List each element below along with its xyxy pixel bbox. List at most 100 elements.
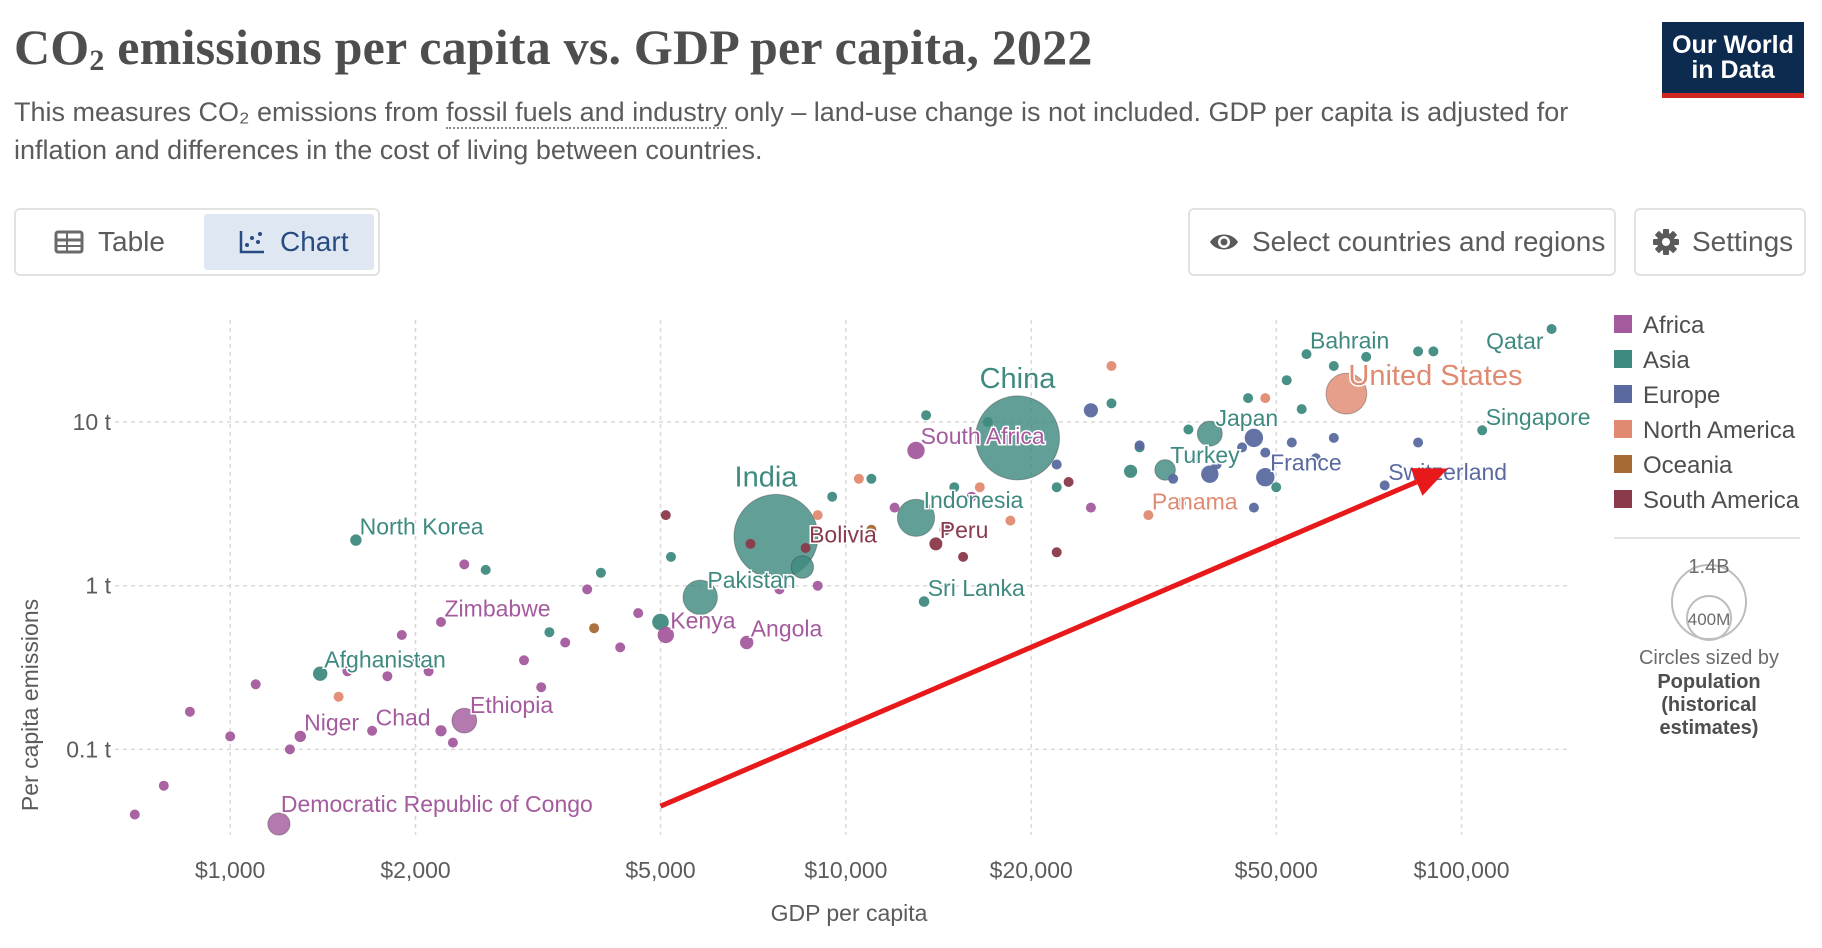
grid: $1,000 $2,000 $5,000 $10,000 $20,000 $50,000 $… bbox=[66, 320, 1570, 883]
legend-label-africa: Africa bbox=[1643, 312, 1705, 339]
tab-table-label: Table bbox=[98, 226, 165, 257]
point-south-america-98 bbox=[745, 538, 756, 549]
color-legend: Africa Asia Europe North America Oceania Sout… bbox=[1614, 312, 1800, 539]
point-kenya bbox=[657, 626, 674, 644]
gear-icon bbox=[1653, 229, 1679, 255]
point-asia-65 bbox=[1106, 398, 1117, 409]
subtitle-before: This measures CO₂ emissions from bbox=[14, 97, 447, 127]
label-pakistan: Pakistan bbox=[707, 567, 795, 593]
label-angola: Angola bbox=[751, 616, 823, 642]
legend-label-oceania: Oceania bbox=[1643, 452, 1733, 479]
point-europe-76 bbox=[1168, 473, 1179, 484]
logo-line-1: Our World bbox=[1672, 31, 1794, 59]
legend-label-north-america: North America bbox=[1643, 417, 1796, 444]
point-europe-81 bbox=[1260, 447, 1271, 458]
logo-line-2: in Data bbox=[1691, 56, 1775, 84]
point-oceania-101 bbox=[589, 623, 600, 634]
label-france: France bbox=[1270, 450, 1342, 476]
label-niger: Niger bbox=[304, 710, 359, 736]
size-legend-title: Circles sized by bbox=[1639, 647, 1779, 669]
point-ethiopia bbox=[451, 707, 478, 734]
point-asia-67 bbox=[1183, 424, 1194, 435]
chart-title: CO2 emissions per capita vs. GDP per cap… bbox=[14, 19, 1093, 77]
point-afghanistan bbox=[313, 666, 328, 681]
point-bahrain bbox=[1301, 349, 1312, 360]
settings-button[interactable]: Settings bbox=[1634, 208, 1806, 276]
point-africa-33 bbox=[158, 780, 169, 791]
x-tick-label-50000: $50,000 bbox=[1235, 857, 1318, 883]
legend-label-south-america: South America bbox=[1643, 487, 1800, 514]
legend-swatch-oceania bbox=[1614, 455, 1632, 473]
point-south-america-24 bbox=[939, 524, 951, 536]
point-africa-40 bbox=[396, 630, 407, 640]
point-africa-42 bbox=[447, 737, 458, 748]
point-labels: Qatar Bahrain United States China Japan Singa… bbox=[279, 326, 1592, 818]
x-tick-label-2000: $2,000 bbox=[380, 857, 450, 883]
point-africa-46 bbox=[582, 584, 593, 595]
point-africa-35 bbox=[225, 731, 236, 742]
point-europe-87 bbox=[1134, 440, 1145, 451]
size-legend-small-label: 400M bbox=[1688, 610, 1731, 629]
point-asia-70 bbox=[1296, 404, 1307, 415]
legend-label-asia: Asia bbox=[1643, 347, 1690, 374]
settings-label: Settings bbox=[1692, 226, 1794, 257]
size-legend-small-circle bbox=[1686, 595, 1732, 641]
legend-swatch-south-america bbox=[1614, 490, 1632, 508]
point-indonesia bbox=[896, 498, 936, 537]
point-asia-63 bbox=[982, 417, 993, 427]
point-asia-75 bbox=[1271, 482, 1282, 493]
label-panama: Panama bbox=[1152, 489, 1238, 515]
label-peru: Peru bbox=[940, 517, 989, 543]
fossil-fuels-link[interactable]: fossil fuels and industry bbox=[446, 97, 727, 129]
label-kenya: Kenya bbox=[670, 608, 735, 634]
point-niger bbox=[294, 730, 306, 743]
tab-chart[interactable]: Chart bbox=[204, 214, 374, 270]
size-legend-variable-2: (historical bbox=[1661, 694, 1757, 716]
point-north-america-94 bbox=[1106, 361, 1117, 371]
point-asia-74 bbox=[1428, 346, 1439, 357]
point-europe-86 bbox=[1175, 498, 1186, 508]
point-asia-72 bbox=[1361, 351, 1372, 362]
point-europe-79 bbox=[1237, 442, 1248, 453]
trend-arrow bbox=[659, 468, 1448, 809]
point-europe-84 bbox=[1328, 432, 1339, 443]
point-africa-36 bbox=[250, 679, 261, 690]
point-asia-56 bbox=[544, 627, 555, 638]
point-south-america-96 bbox=[1051, 547, 1062, 558]
point-africa-51 bbox=[889, 502, 900, 513]
label-ethiopia: Ethiopia bbox=[470, 692, 553, 718]
point-europe-78 bbox=[1211, 459, 1222, 470]
point-north-america-91 bbox=[853, 473, 864, 484]
arrow-head bbox=[1410, 468, 1448, 496]
title-subscript-2: 2 bbox=[89, 44, 105, 77]
point-europe-88 bbox=[1051, 459, 1062, 470]
x-axis-title: GDP per capita bbox=[771, 900, 928, 926]
label-turkey: Turkey bbox=[1170, 442, 1240, 468]
point-panama bbox=[1143, 510, 1154, 521]
point-france bbox=[1256, 468, 1275, 487]
point-asia-71 bbox=[1328, 361, 1339, 371]
owid-logo[interactable]: Our World in Data bbox=[1662, 22, 1804, 98]
select-countries-button[interactable]: Select countries and regions bbox=[1188, 208, 1616, 276]
point-oceania-102 bbox=[866, 524, 877, 535]
point-africa-43 bbox=[459, 559, 470, 570]
point-asia-64 bbox=[1051, 482, 1062, 493]
point-africa-45 bbox=[560, 637, 571, 648]
point-europe-83 bbox=[1310, 453, 1321, 464]
x-tick-label-100000: $100,000 bbox=[1414, 857, 1510, 883]
label-india: India bbox=[735, 461, 799, 493]
point-africa-34 bbox=[184, 706, 195, 717]
point-africa-28 bbox=[536, 682, 547, 693]
point-peru bbox=[929, 537, 943, 551]
size-legend-large-label: 1.4B bbox=[1688, 556, 1729, 578]
point-south-america-99 bbox=[958, 551, 969, 562]
scatter-chart-icon bbox=[239, 231, 264, 254]
point-zimbabwe bbox=[436, 617, 446, 627]
label-singapore: Singapore bbox=[1486, 404, 1591, 430]
tab-table[interactable]: Table bbox=[20, 214, 204, 270]
point-japan bbox=[1196, 420, 1223, 447]
scatter-chart: $1,000 $2,000 $5,000 $10,000 $20,000 $50,000 $… bbox=[17, 312, 1800, 926]
point-europe-80 bbox=[1248, 502, 1259, 513]
point-europe-12 bbox=[1201, 465, 1219, 483]
point-asia-60 bbox=[866, 473, 877, 484]
